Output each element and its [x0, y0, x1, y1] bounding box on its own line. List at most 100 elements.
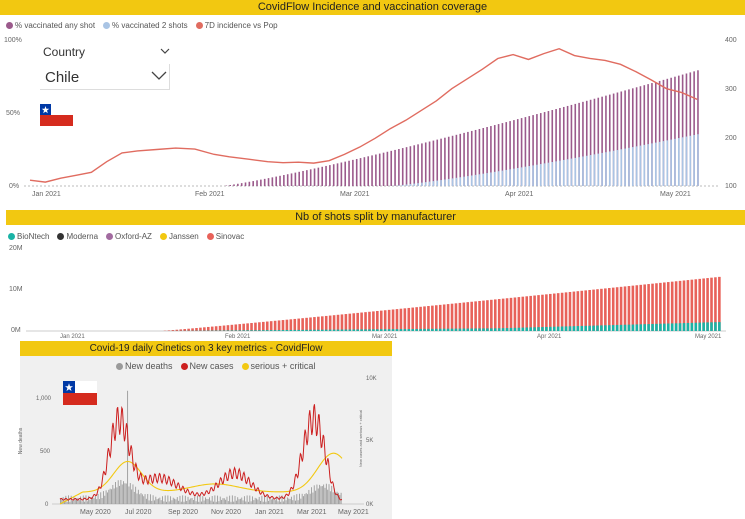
any-shot-bar: [593, 98, 596, 186]
sinovac-bar: [281, 320, 285, 331]
sinovac-bar: [210, 326, 214, 331]
sinovac-bar: [427, 306, 430, 331]
sinovac-bar: [474, 301, 477, 331]
chart3-ytick-right: 0K: [366, 502, 374, 508]
chevron-down-icon[interactable]: [160, 48, 170, 55]
sinovac-bar: [533, 295, 536, 331]
chart3-legend-item[interactable]: serious + critical: [241, 361, 315, 371]
death-bar: [140, 493, 142, 504]
death-bar: [61, 499, 63, 504]
any-shot-bar: [367, 156, 370, 186]
chart1-legend-item[interactable]: % vaccinated 2 shots: [103, 21, 188, 30]
chart3-xtick: May 2021: [338, 509, 369, 516]
sinovac-bar: [529, 295, 532, 331]
chart2-legend-item[interactable]: Sinovac: [206, 232, 244, 241]
death-bar: [300, 498, 302, 504]
biontech-bar: [497, 328, 501, 331]
death-bar: [221, 499, 223, 504]
any-shot-bar: [628, 89, 630, 186]
biontech-bar: [686, 322, 690, 331]
chile-flag-icon: [40, 104, 73, 126]
biontech-bar: [344, 329, 348, 331]
chart2-xtick: Jan 2021: [60, 334, 85, 340]
death-bar: [331, 485, 333, 504]
two-shots-bar: [421, 182, 423, 186]
death-bar: [290, 496, 292, 504]
death-bar: [129, 483, 131, 504]
sinovac-bar: [340, 314, 344, 331]
death-bar: [214, 495, 216, 504]
biontech-bar: [391, 329, 395, 331]
any-shot-bar: [451, 135, 454, 186]
country-select[interactable]: [40, 64, 170, 90]
any-shot-bar: [455, 134, 458, 186]
any-shot-bar: [639, 86, 642, 186]
biontech-bar: [328, 329, 332, 331]
death-bar: [281, 495, 283, 504]
chart3-legend-item[interactable]: New deaths: [116, 361, 173, 371]
sinovac-bar: [694, 279, 698, 331]
death-bar: [188, 499, 190, 504]
death-bar: [65, 495, 67, 504]
chevron-down-icon[interactable]: [151, 71, 167, 80]
two-shots-bar: [566, 159, 569, 186]
any-shot-bar: [340, 162, 343, 186]
chart2-legend-item[interactable]: BioNtech: [8, 232, 49, 241]
two-shots-bar: [401, 184, 404, 186]
chart3-xtick: Mar 2021: [297, 509, 327, 516]
biontech-bar: [604, 325, 607, 331]
death-bar: [280, 501, 282, 504]
chart1-title-banner: CovidFlow Incidence and vaccination cove…: [0, 0, 745, 15]
any-shot-bar: [486, 127, 488, 186]
any-shot-bar: [332, 164, 335, 186]
sinovac-bar: [438, 304, 442, 331]
chart3-legend-item[interactable]: New cases: [180, 361, 234, 371]
sinovac-bar: [663, 282, 666, 331]
death-bar: [233, 501, 235, 504]
chart2-legend-item[interactable]: Oxford-AZ: [106, 232, 152, 241]
death-bar: [191, 497, 193, 504]
sinovac-bar: [250, 322, 253, 331]
biontech-bar: [682, 323, 686, 331]
chile-flag-icon: [63, 381, 97, 405]
any-shot-bar: [290, 173, 293, 186]
any-shot-bar: [589, 99, 592, 186]
legend-dot-icon: [6, 22, 13, 29]
sinovac-bar: [568, 291, 572, 331]
sinovac-bar: [289, 319, 293, 331]
biontech-bar: [549, 326, 552, 331]
death-bar: [327, 489, 329, 504]
death-bar: [340, 492, 342, 504]
chart1-legend-item[interactable]: 7D incidence vs Pop: [195, 21, 278, 30]
biontech-bar: [462, 328, 466, 331]
death-bar: [305, 493, 307, 504]
biontech-bar: [238, 330, 242, 331]
any-shot-bar: [681, 74, 684, 186]
death-bar: [92, 498, 94, 504]
biontech-bar: [419, 328, 422, 331]
death-bar: [316, 484, 318, 504]
sinovac-bar: [537, 295, 540, 331]
biontech-bar: [474, 328, 477, 331]
biontech-bar: [529, 327, 532, 331]
death-bar: [73, 496, 75, 504]
chart2-legend-item[interactable]: Moderna: [57, 232, 98, 241]
two-shots-bar: [482, 173, 485, 186]
chart1-legend-item[interactable]: % vaccinated any shot: [6, 21, 95, 30]
biontech-bar: [623, 324, 627, 331]
any-shot-bar: [597, 97, 600, 186]
sinovac-bar: [372, 311, 375, 331]
death-bar: [89, 500, 91, 504]
biontech-bar: [627, 324, 631, 331]
biontech-bar: [568, 326, 572, 331]
biontech-bar: [368, 329, 371, 331]
chart2-xtick: Feb 2021: [225, 334, 251, 340]
chart2-legend-item[interactable]: Janssen: [159, 232, 199, 241]
chart3-xtick: May 2020: [80, 509, 111, 516]
biontech-bar: [411, 328, 415, 331]
sinovac-bar: [399, 308, 403, 331]
two-shots-bar: [674, 138, 676, 186]
biontech-bar: [533, 327, 536, 331]
death-bar: [125, 483, 127, 504]
biontech-bar: [269, 330, 273, 331]
